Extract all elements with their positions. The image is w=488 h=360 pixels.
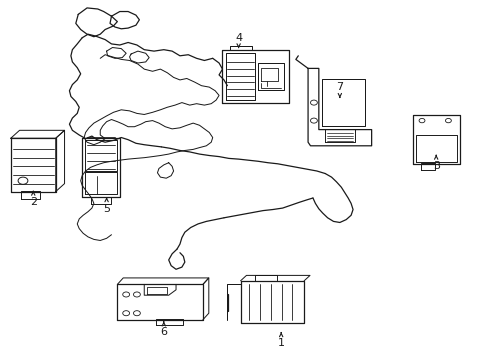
Text: 7: 7 (336, 82, 343, 92)
Text: 2: 2 (30, 197, 37, 207)
Text: 6: 6 (160, 327, 167, 337)
Text: 1: 1 (277, 338, 284, 348)
Text: 5: 5 (103, 204, 110, 214)
Text: 4: 4 (235, 33, 242, 43)
Text: 3: 3 (432, 161, 439, 171)
